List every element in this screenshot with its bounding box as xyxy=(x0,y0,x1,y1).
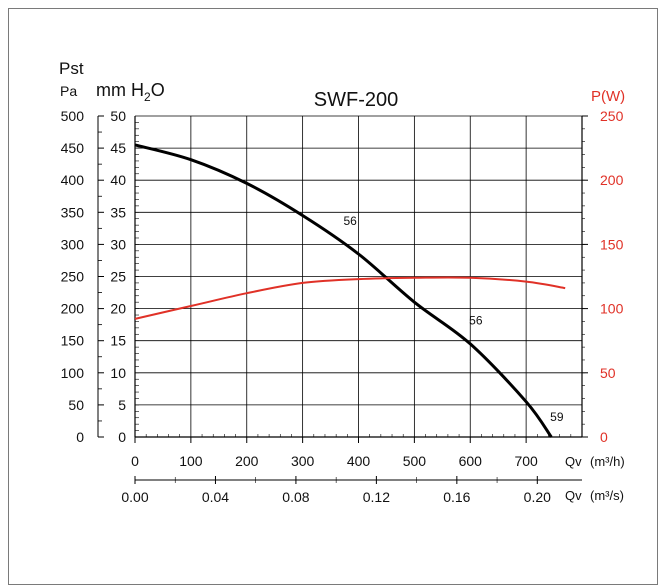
x2-tick-label: 0.16 xyxy=(443,489,470,505)
curve-annotation: 56 xyxy=(343,214,357,228)
power-curve xyxy=(134,276,566,320)
pa-tick-label: 500 xyxy=(61,108,85,124)
x-tick-label: 700 xyxy=(514,453,538,469)
pressure-curve xyxy=(134,143,553,438)
pa-tick-label: 300 xyxy=(61,236,85,252)
x2-tick-label: 0.00 xyxy=(121,489,148,505)
x2-tick-label: 0.08 xyxy=(282,489,309,505)
pa-tick-label: 400 xyxy=(61,172,85,188)
x-tick-label: 400 xyxy=(347,453,371,469)
x-tick-label: 300 xyxy=(291,453,315,469)
x-tick-label: 0 xyxy=(131,453,139,469)
curve-annotation: 56 xyxy=(469,314,483,328)
pa-tick-label: 350 xyxy=(61,204,85,220)
fan-curve-chart: 0501001502002503003504004505000510152025… xyxy=(59,59,625,505)
mm-tick-label: 10 xyxy=(110,365,126,381)
curve-annotation: 59 xyxy=(550,410,564,424)
x2-tick-label: 0.20 xyxy=(524,489,551,505)
mm-tick-label: 15 xyxy=(110,333,126,349)
mm-tick-label: 45 xyxy=(110,140,126,156)
x-tick-label: 100 xyxy=(179,453,203,469)
x-axis-unit-m3h: (m³/h) xyxy=(590,454,625,469)
right-tick-label: 250 xyxy=(600,108,624,124)
right-tick-label: 100 xyxy=(600,301,624,317)
mm-tick-label: 50 xyxy=(110,108,126,124)
pa-tick-label: 150 xyxy=(61,333,85,349)
pa-tick-label: 250 xyxy=(61,269,85,285)
mm-tick-label: 30 xyxy=(110,236,126,252)
mm-tick-label: 35 xyxy=(110,204,126,220)
x-axis-label-m3h-q: Qv xyxy=(565,454,582,469)
x-tick-label: 500 xyxy=(403,453,427,469)
pa-tick-label: 100 xyxy=(61,365,85,381)
x-tick-label: 200 xyxy=(235,453,259,469)
left-axis-unit-mm: mm H2O xyxy=(96,80,165,104)
left-axis-unit-pa: Pa xyxy=(60,83,77,99)
mm-tick-label: 25 xyxy=(110,269,126,285)
x-tick-label: 600 xyxy=(459,453,483,469)
right-axis-label: P(W) xyxy=(591,88,625,105)
right-tick-label: 150 xyxy=(600,236,624,252)
pa-tick-label: 0 xyxy=(76,429,84,445)
x-axis-unit-m3s: (m³/s) xyxy=(590,488,624,503)
pa-tick-label: 50 xyxy=(68,397,84,413)
pa-tick-label: 450 xyxy=(61,140,85,156)
mm-tick-label: 40 xyxy=(110,172,126,188)
x2-tick-label: 0.12 xyxy=(363,489,390,505)
right-tick-label: 50 xyxy=(600,365,616,381)
x2-tick-label: 0.04 xyxy=(202,489,229,505)
mm-tick-label: 20 xyxy=(110,301,126,317)
right-tick-label: 200 xyxy=(600,172,624,188)
mm-tick-label: 0 xyxy=(118,429,126,445)
x-axis-label-m3s-q: Qv xyxy=(565,488,582,503)
chart-title: SWF-200 xyxy=(314,89,398,111)
mm-tick-label: 5 xyxy=(118,397,126,413)
left-axis-label: Pst xyxy=(59,59,84,78)
pa-tick-label: 200 xyxy=(61,301,85,317)
right-tick-label: 0 xyxy=(600,429,608,445)
chart-frame xyxy=(8,8,658,585)
